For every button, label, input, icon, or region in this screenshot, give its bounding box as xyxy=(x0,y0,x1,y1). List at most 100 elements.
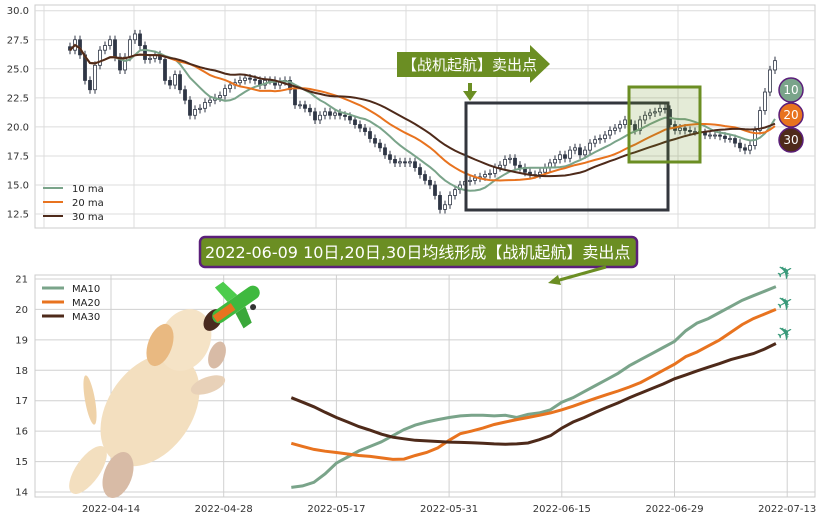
badge-10 xyxy=(778,77,804,103)
candle xyxy=(558,154,562,160)
candle xyxy=(683,127,687,131)
candle xyxy=(773,60,777,71)
candle xyxy=(243,77,247,81)
top-legend: 10 ma 20 ma 30 ma xyxy=(43,184,104,223)
callout-arrow: 【战机起航】卖出点 xyxy=(397,45,550,101)
candle xyxy=(763,91,767,112)
badge-30-label: 30 xyxy=(783,133,798,147)
candle xyxy=(178,74,182,91)
banner-arrow xyxy=(555,265,607,283)
legend-ma10: MA10 xyxy=(72,284,100,295)
top-price-chart: 12.5 15.0 17.5 20.0 22.5 25.0 27.5 30.0 xyxy=(7,4,816,229)
candle xyxy=(378,142,382,149)
candle xyxy=(638,119,642,131)
bottom-x-tick-label: 2022-05-17 xyxy=(307,504,365,515)
candle xyxy=(128,39,132,58)
candle xyxy=(538,171,542,175)
candle xyxy=(308,107,312,113)
candle xyxy=(708,134,712,137)
top-y-tick-label: 25.0 xyxy=(7,64,29,75)
candle xyxy=(168,80,172,86)
candle xyxy=(333,112,337,116)
toy-plane-icon xyxy=(212,281,260,329)
ma-line-30 xyxy=(69,43,776,178)
bottom-x-tick-label: 2022-06-15 xyxy=(533,504,591,515)
candle xyxy=(393,159,397,164)
candle xyxy=(203,102,207,109)
candle xyxy=(183,89,187,101)
bottom-y-tick-label: 20 xyxy=(15,305,28,316)
candle xyxy=(678,127,682,131)
candle xyxy=(603,134,607,139)
candle xyxy=(718,134,722,137)
candle xyxy=(98,49,102,66)
candle xyxy=(343,114,347,117)
candle xyxy=(688,129,692,132)
bottom-y-tick-label: 19 xyxy=(15,335,28,346)
candle xyxy=(388,154,392,160)
candle xyxy=(353,119,357,125)
candle xyxy=(483,174,487,178)
top-y-tick-label: 27.5 xyxy=(7,35,29,46)
badge-20-label: 20 xyxy=(783,108,798,122)
ma-line-10 xyxy=(69,43,776,192)
bottom-x-tick-label: 2022-04-14 xyxy=(82,504,140,515)
top-y-tick-label: 22.5 xyxy=(7,93,29,104)
line-ma30 xyxy=(290,342,777,446)
candle xyxy=(123,56,127,71)
candle xyxy=(768,69,772,93)
legend-20ma: 20 ma xyxy=(72,198,104,209)
candle xyxy=(88,80,92,91)
candle xyxy=(753,129,757,146)
badge-30 xyxy=(778,127,804,153)
candle xyxy=(453,189,457,196)
sell-point-box xyxy=(627,85,702,164)
candle xyxy=(743,147,747,151)
candle xyxy=(338,112,342,116)
candle xyxy=(188,99,192,116)
candle xyxy=(733,138,737,144)
candle xyxy=(578,147,582,156)
top-y-tick-label: 30.0 xyxy=(7,6,29,17)
candle xyxy=(518,164,522,168)
ma-badges: 10 20 30 xyxy=(778,77,804,153)
candle xyxy=(758,110,762,131)
signal-window-box xyxy=(464,101,670,212)
candle xyxy=(563,154,567,159)
candle xyxy=(693,131,697,133)
candle xyxy=(498,164,502,168)
candle xyxy=(598,138,602,141)
candle xyxy=(488,172,492,175)
candle xyxy=(323,111,327,116)
bottom-y-tick-label: 15 xyxy=(15,457,28,468)
candle xyxy=(748,145,752,151)
candle xyxy=(608,129,612,136)
top-y-tick-label: 20.0 xyxy=(7,122,29,133)
candle xyxy=(93,64,97,91)
candle xyxy=(648,112,652,116)
legend-ma20: MA20 xyxy=(72,298,100,309)
candle xyxy=(593,139,597,144)
candle xyxy=(703,132,707,136)
candle xyxy=(363,127,367,132)
legend-30ma: 30 ma xyxy=(72,212,104,223)
candle xyxy=(373,138,377,144)
candle xyxy=(713,134,717,137)
bottom-x-tick-label: 2022-05-31 xyxy=(420,504,478,515)
legend-ma30: MA30 xyxy=(72,312,100,323)
candle xyxy=(443,204,447,210)
top-y-tick-label: 15.0 xyxy=(7,181,29,192)
candle xyxy=(438,195,442,210)
candle xyxy=(653,111,657,114)
candle xyxy=(423,174,427,181)
candle xyxy=(163,59,167,81)
candle xyxy=(553,159,557,164)
candle xyxy=(198,107,202,110)
candle xyxy=(118,56,122,71)
candle xyxy=(368,131,372,139)
candle xyxy=(133,33,137,41)
callout-label: 【战机起航】卖出点 xyxy=(402,56,537,74)
candle xyxy=(348,116,352,121)
candle xyxy=(728,138,732,140)
